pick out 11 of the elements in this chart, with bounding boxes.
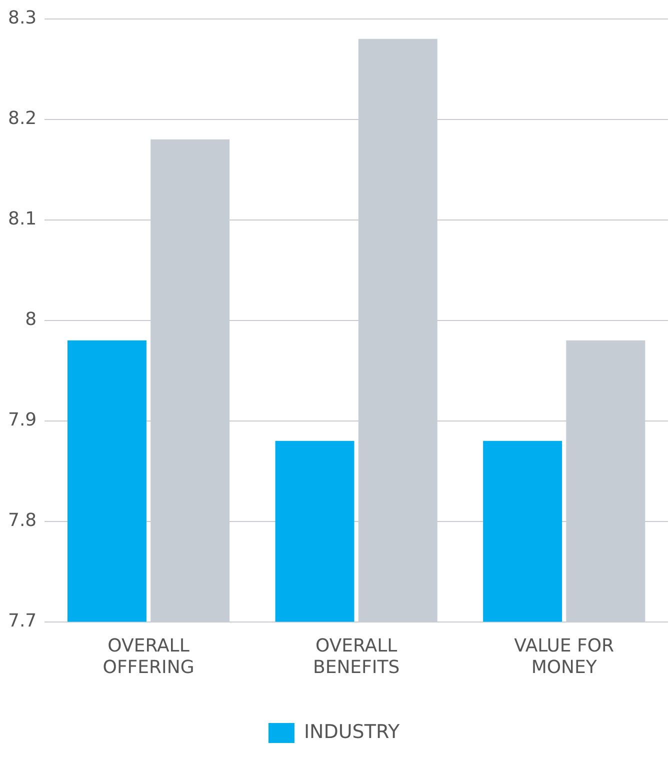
y-tick-label: 7.7	[8, 610, 37, 632]
y-tick-label: 8.3	[8, 7, 37, 28]
y-tick-label: 8.1	[8, 208, 37, 230]
y-tick-label: 7.9	[8, 409, 37, 430]
y-tick-label: 8	[25, 308, 37, 330]
x-tick-label: OVERALL BENEFITS	[312, 635, 400, 678]
y-tick-label: 7.8	[8, 510, 37, 531]
x-tick-label: OVERALL OFFERING	[102, 635, 194, 678]
y-tick-label: 8.2	[8, 108, 37, 129]
x-tick-label: VALUE FOR MONEY	[514, 635, 614, 678]
legend-label: INDUSTRY	[304, 720, 400, 743]
